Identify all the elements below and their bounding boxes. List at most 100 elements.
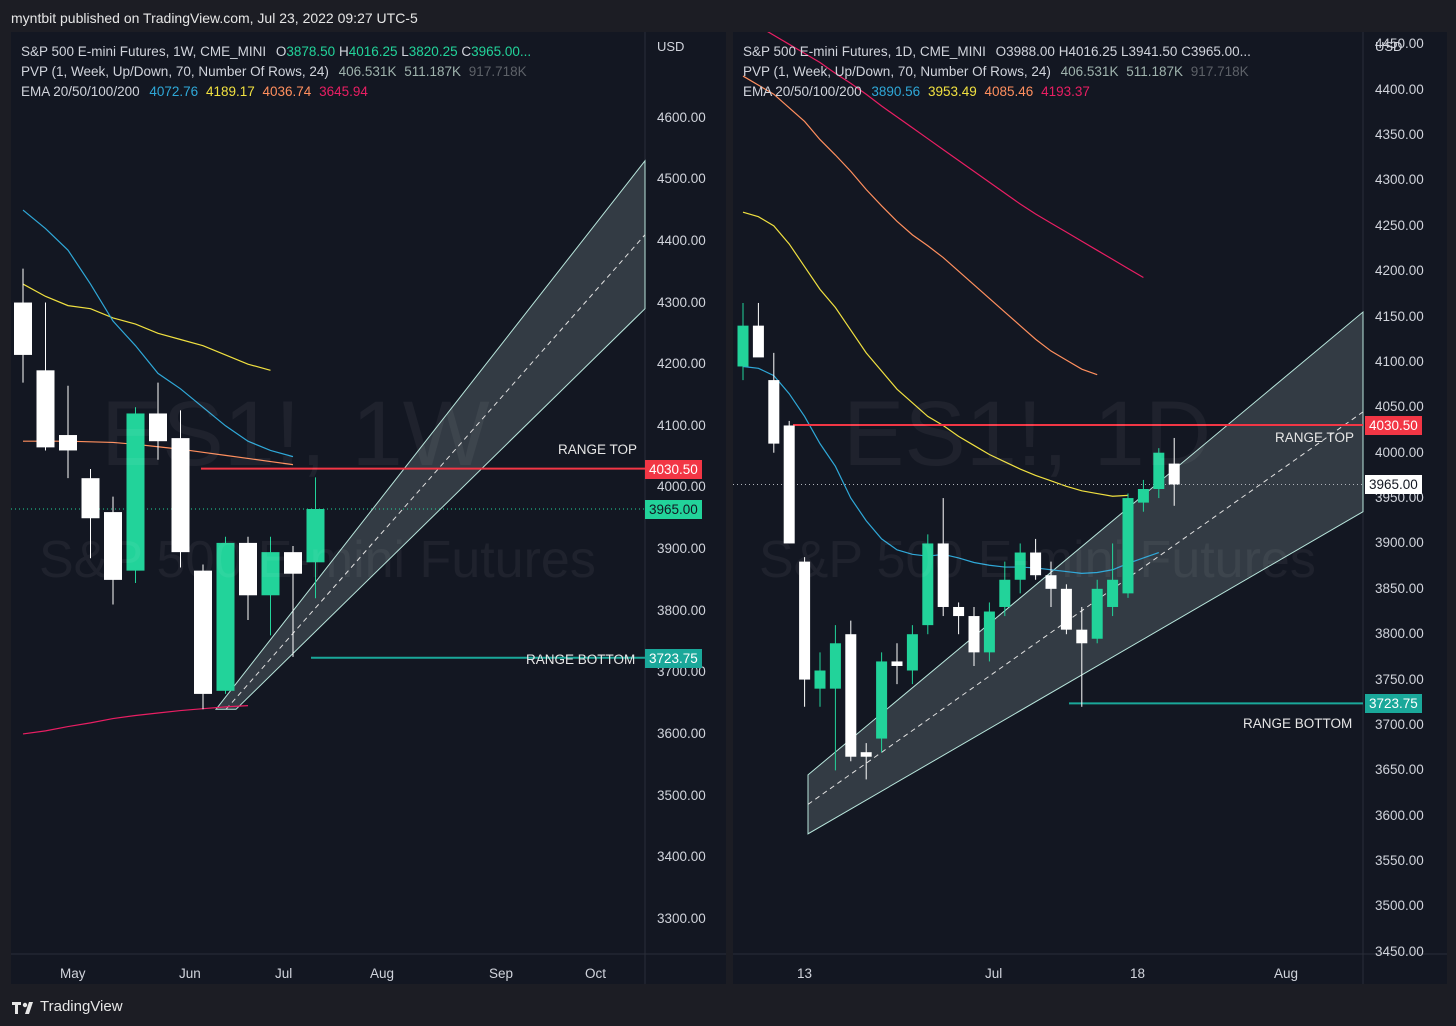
watermark-symbol: ES1!, 1W (101, 383, 490, 485)
time-tick-label: Aug (370, 966, 395, 981)
symbol-title[interactable]: S&P 500 E-mini Futures, 1W, CME_MINI (21, 44, 267, 59)
price-tick-label: 4600.00 (657, 109, 706, 125)
candle-body (1091, 588, 1103, 639)
pvp-value: 917.718K (1190, 64, 1249, 79)
ema-indicator-label[interactable]: EMA 20/50/100/200 (743, 84, 862, 99)
price-tick-label: 4150.00 (1375, 308, 1424, 324)
candle-body (937, 543, 949, 607)
candle-body (891, 661, 903, 666)
daily-chart-panel[interactable]: ES1!, 1D S&P 500 E-mini Futures S&P 500 … (733, 32, 1447, 984)
candle-body (860, 752, 872, 757)
ema-indicator-label[interactable]: EMA 20/50/100/200 (21, 84, 140, 99)
price-tick-label: 4100.00 (657, 417, 706, 433)
price-tick-label: 4300.00 (657, 294, 706, 310)
time-tick-label: 13 (797, 966, 813, 981)
ohlc-low: 3941.50 (1128, 44, 1178, 59)
price-tick-label: 4200.00 (657, 356, 706, 372)
pvp-value: 511.187K (404, 64, 462, 79)
time-tick-label: 18 (1130, 966, 1146, 981)
time-tick-label: Oct (585, 966, 607, 981)
ohlc-key: C (1181, 44, 1191, 59)
daily-chart-canvas[interactable] (733, 32, 1447, 984)
candle-body (59, 435, 77, 451)
price-tick-label: 3400.00 (657, 849, 706, 865)
price-tick-label: 3650.00 (1375, 762, 1424, 778)
price-tick-label: 4050.00 (1375, 399, 1424, 415)
price-tick-label: 4250.00 (1375, 217, 1424, 233)
candle-body (1153, 452, 1165, 489)
symbol-title[interactable]: S&P 500 E-mini Futures, 1D, CME_MINI (743, 44, 986, 59)
currency-label: USD (657, 39, 685, 54)
daily-legend: S&P 500 E-mini Futures, 1D, CME_MINI O39… (743, 42, 1251, 102)
candle-body (922, 543, 934, 626)
channel-midline (225, 234, 646, 710)
candle-body (306, 509, 325, 563)
candle-body (14, 302, 32, 355)
ema20-value: 4072.76 (149, 84, 199, 99)
candle-body (104, 512, 122, 580)
publisher-line: myntbit published on TradingView.com, Ju… (11, 10, 418, 26)
ohlc-key: H (338, 44, 349, 59)
range-top-price-tag: 4030.50 (645, 459, 702, 479)
ema100-value: 4085.46 (984, 84, 1034, 99)
price-tick-label: 4000.00 (1375, 444, 1424, 460)
candle-body (953, 606, 965, 617)
candle-body (968, 616, 980, 653)
price-tick-label: 3600.00 (657, 725, 706, 741)
pvp-value: 917.718K (468, 64, 527, 79)
ohlc-open: 3988.00 (1006, 44, 1055, 59)
publisher-header: myntbit published on TradingView.com, Ju… (0, 0, 1456, 32)
ohlc-readout: O3988.00 H4016.25 L3941.50 C3965.00... (996, 44, 1251, 59)
ema200-value: 3645.94 (319, 84, 368, 99)
candle-body (906, 634, 918, 671)
weekly-chart-panel[interactable]: ES1!, 1W S&P 500 E-mini Futures S&P 500 … (11, 32, 726, 984)
price-tick-label: 4100.00 (1375, 353, 1424, 369)
ema20-value: 3890.56 (871, 84, 921, 99)
candle-body (876, 661, 888, 739)
price-tick-label: 3750.00 (1375, 671, 1424, 687)
pvp-value: 511.187K (1126, 64, 1184, 79)
price-tick-label: 3700.00 (1375, 716, 1424, 732)
candle-body (845, 634, 857, 757)
price-tick-label: 4400.00 (1375, 81, 1424, 97)
ohlc-readout: O3878.50 H4016.25 L3820.25 C3965.00... (276, 44, 531, 59)
ema100-line (742, 75, 1098, 376)
currency-label: USD (1375, 39, 1403, 54)
ema50-line (22, 283, 271, 371)
candle-body (171, 438, 190, 553)
price-tick-label: 4400.00 (657, 232, 706, 248)
price-tick-label: 4350.00 (1375, 127, 1424, 143)
pvp-indicator-label[interactable]: PVP (1, Week, Up/Down, 70, Number Of Row… (21, 64, 329, 79)
price-tick-label: 3800.00 (657, 602, 706, 618)
price-tick-label: 3550.00 (1375, 853, 1424, 869)
candle-body (1030, 552, 1042, 576)
brand-name[interactable]: TradingView (40, 998, 123, 1015)
candle-body (799, 561, 811, 680)
footer: TradingView (0, 990, 1456, 1026)
candle-body (829, 643, 841, 689)
ohlc-key: C (461, 44, 472, 59)
price-tick-label: 3800.00 (1375, 626, 1424, 642)
ohlc-key: L (1121, 44, 1129, 59)
candle-body (999, 579, 1011, 607)
price-tick-label: 3900.00 (1375, 535, 1424, 551)
price-tick-label: 3500.00 (657, 787, 706, 803)
parallel-channel (214, 159, 646, 710)
weekly-chart-canvas[interactable] (11, 32, 726, 984)
ema100-value: 4036.74 (262, 84, 312, 99)
candle-body (1122, 498, 1134, 594)
range-top-annotation: RANGE TOP (558, 442, 638, 457)
price-tick-label: 4500.00 (657, 171, 706, 187)
candle-body (81, 478, 100, 519)
candle-body (284, 552, 302, 574)
candle-body (1014, 552, 1026, 580)
pvp-indicator-label[interactable]: PVP (1, Week, Up/Down, 70, Number Of Row… (743, 64, 1051, 79)
time-tick-label: Sep (489, 966, 514, 981)
ohlc-high: 4016.25 (348, 44, 398, 59)
candle-body (1045, 575, 1057, 589)
last-price-tag: 3965.00 (645, 500, 702, 519)
candle-body (768, 380, 780, 444)
ema50-value: 3953.49 (927, 84, 977, 99)
time-tick-label: Jul (275, 966, 293, 981)
range-bottom-annotation: RANGE BOTTOM (1243, 716, 1353, 731)
